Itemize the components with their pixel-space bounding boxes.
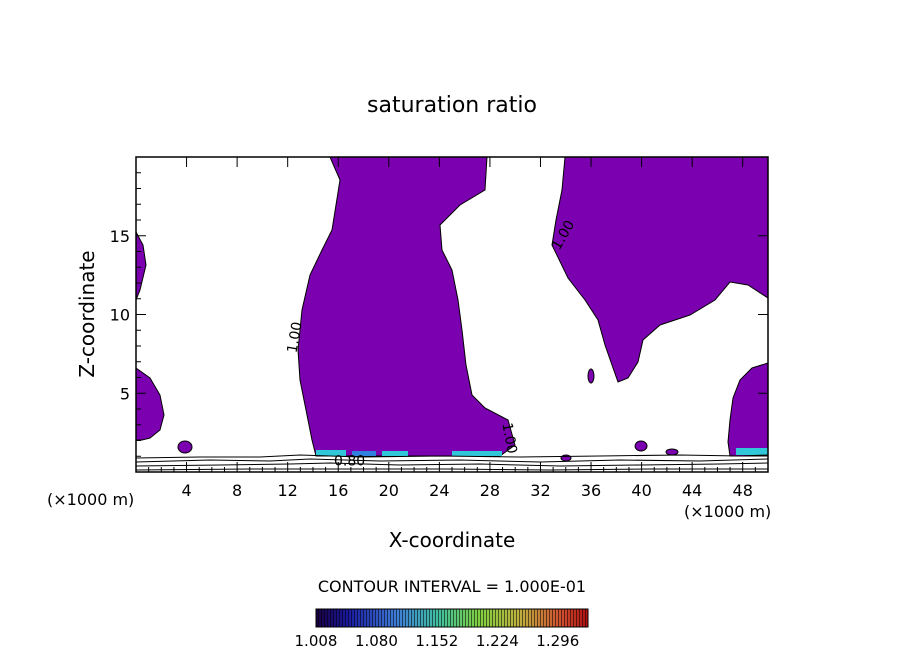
contour-interval-text: CONTOUR INTERVAL = 1.000E-01 — [318, 577, 586, 596]
x-axis-title: X-coordinate — [389, 528, 516, 552]
colorbar — [315, 608, 589, 628]
colorbar-tick-label: 1.152 — [415, 632, 458, 650]
saturated-blob — [665, 448, 679, 456]
y-axis-title: Z-coordinate — [75, 250, 99, 377]
x-unit-label-right: (×1000 m) — [684, 502, 771, 521]
saturated-blob — [587, 368, 595, 384]
saturated-blob — [634, 440, 648, 452]
y-tick-label: 15 — [110, 227, 130, 246]
x-tick-label: 40 — [631, 481, 651, 500]
y-tick-label: 5 — [120, 384, 130, 403]
x-tick-label: 24 — [429, 481, 449, 500]
high-saturation-band — [352, 451, 376, 456]
saturated-region-right-lower — [727, 362, 768, 457]
high-saturation-band — [382, 451, 408, 456]
chart-title: saturation ratio — [367, 93, 537, 118]
x-tick-label: 32 — [530, 481, 550, 500]
x-tick-label: 44 — [682, 481, 702, 500]
x-tick-label: 4 — [181, 481, 191, 500]
y-axis: 5 10 15 — [110, 172, 768, 457]
y-tick-label: 10 — [110, 306, 130, 325]
x-tick-label: 36 — [581, 481, 601, 500]
colorbar-tick-label: 1.080 — [355, 632, 398, 650]
high-saturation-band — [316, 450, 346, 456]
saturated-region-right — [551, 157, 768, 383]
x-tick-label: 28 — [480, 481, 500, 500]
x-tick-label: 12 — [278, 481, 298, 500]
colorbar-tick-label: 1.296 — [536, 632, 579, 650]
x-tick-label: 8 — [232, 481, 242, 500]
x-unit-label-left: (×1000 m) — [47, 490, 134, 509]
x-axis: 4 8 12 16 20 24 28 32 36 40 44 48 — [148, 157, 756, 500]
colorbar-tick-labels: 1.008 1.080 1.152 1.224 1.296 — [295, 632, 580, 650]
colorbar-tick-label: 1.224 — [476, 632, 519, 650]
x-tick-label: 16 — [328, 481, 348, 500]
saturated-region-center — [297, 157, 516, 457]
plot-area — [136, 157, 768, 472]
contour-label: 1.00 — [498, 421, 519, 454]
high-saturation-band — [452, 451, 502, 456]
contour-label: 0.80 — [334, 454, 365, 470]
contour-label: 1.00 — [285, 321, 306, 354]
colorbar-tick-label: 1.008 — [295, 632, 338, 650]
high-saturation-band — [736, 448, 768, 455]
x-tick-label: 48 — [733, 481, 753, 500]
x-tick-label: 20 — [379, 481, 399, 500]
saturated-blob — [177, 440, 193, 454]
